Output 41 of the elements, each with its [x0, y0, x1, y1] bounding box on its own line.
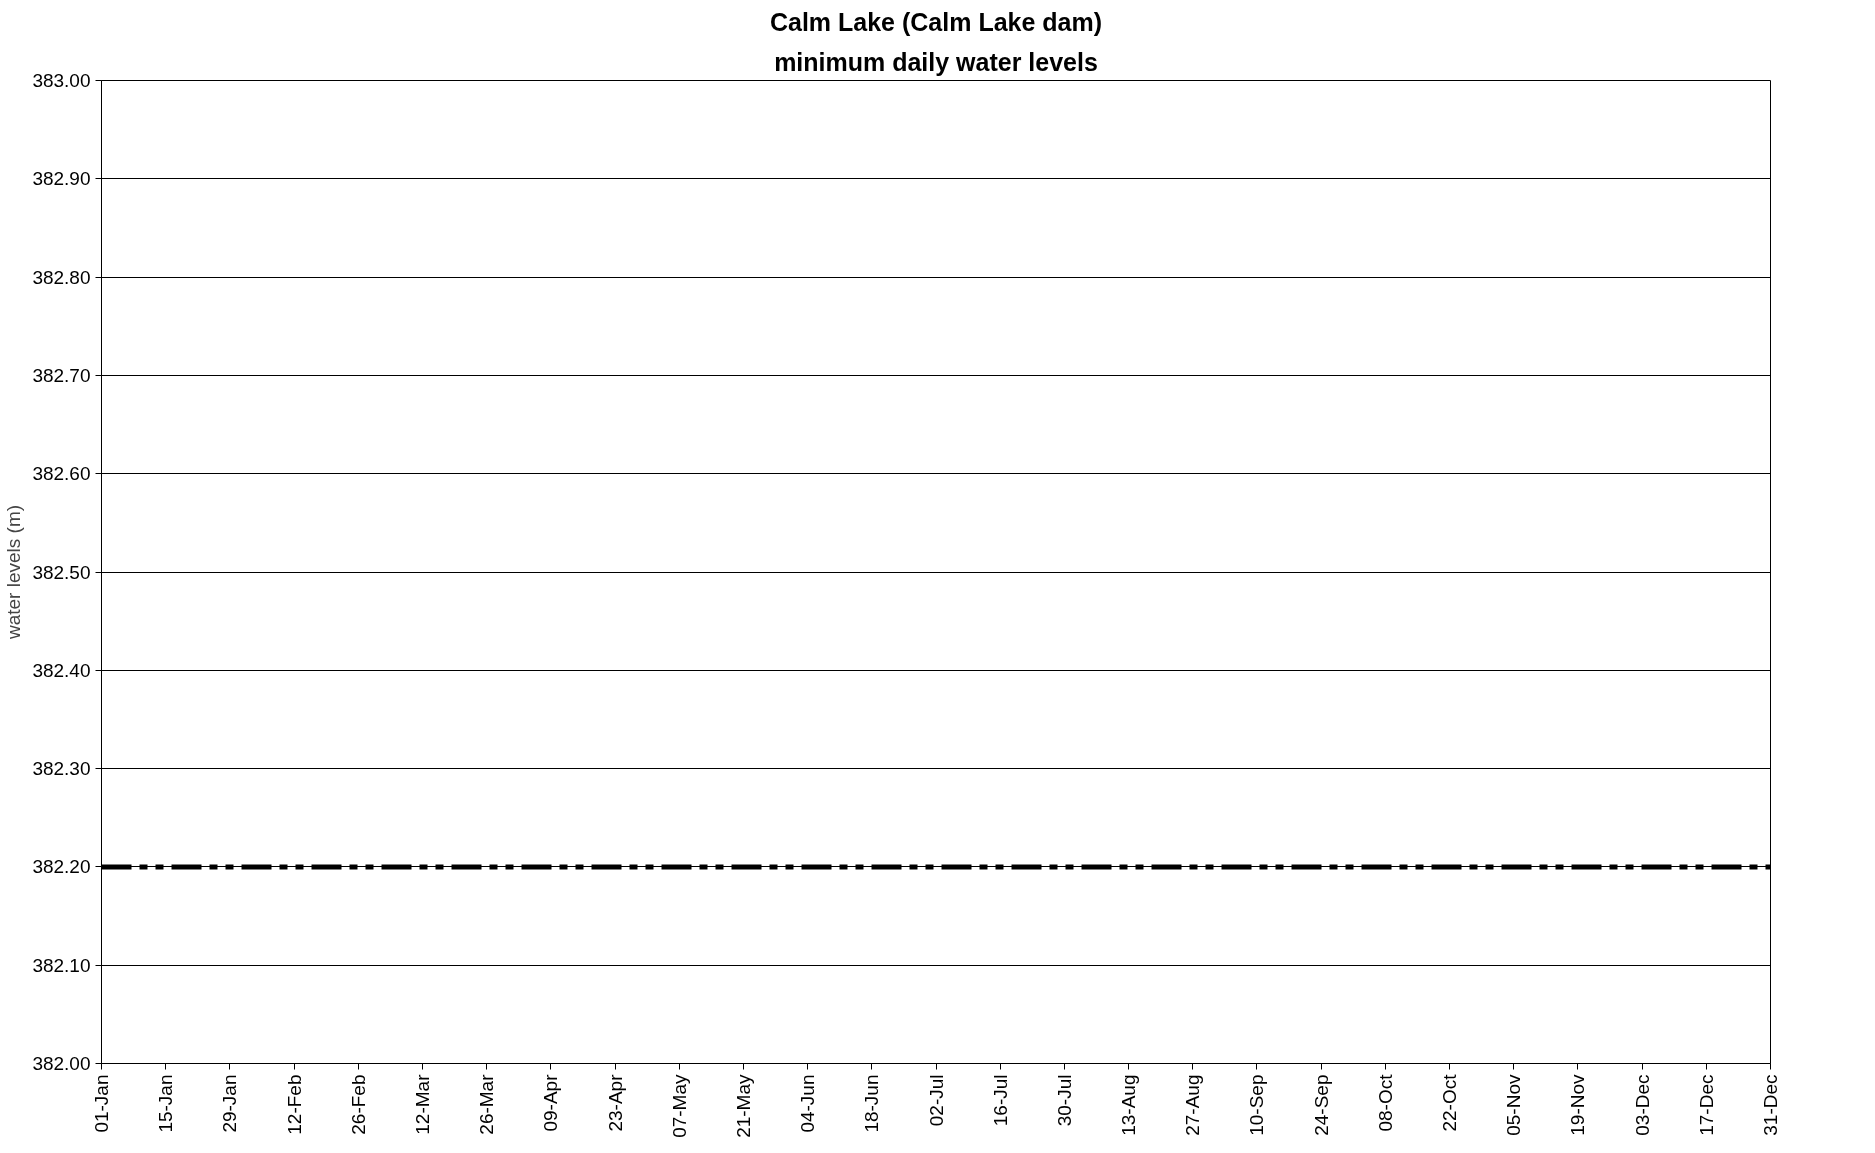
- y-tick-label: 382.30: [32, 758, 91, 780]
- chart-title: Calm Lake (Calm Lake dam): [769, 7, 1103, 36]
- x-tick-label: 12-Mar: [411, 1073, 433, 1135]
- x-tick-label: 30-Jul: [1053, 1074, 1075, 1127]
- x-tick-label: 09-Apr: [540, 1073, 562, 1132]
- y-tick-label: 382.40: [32, 659, 91, 681]
- x-tick-label: 27-Aug: [1182, 1074, 1204, 1136]
- y-tick-label: 382.60: [32, 463, 91, 485]
- y-tick-label: 382.10: [32, 954, 91, 976]
- y-tick-label: 382.70: [32, 364, 91, 386]
- x-tick-label: 08-Oct: [1374, 1073, 1396, 1132]
- x-tick-label: 26-Mar: [476, 1073, 498, 1135]
- x-tick-label: 12-Feb: [283, 1074, 305, 1135]
- x-tick-label: 03-Dec: [1631, 1074, 1653, 1136]
- x-tick-label: 01-Jan: [91, 1074, 112, 1133]
- y-tick-label: 383.00: [32, 70, 91, 91]
- x-tick-label: 22-Oct: [1439, 1073, 1461, 1132]
- x-tick-label: 16-Jul: [989, 1074, 1011, 1127]
- x-tick-label: 02-Jul: [925, 1074, 947, 1127]
- chart-subtitle: minimum daily water levels: [774, 47, 1098, 76]
- x-tick-label: 19-Nov: [1567, 1074, 1589, 1136]
- x-tick-label: 10-Sep: [1246, 1074, 1268, 1136]
- x-tick-label: 24-Sep: [1310, 1074, 1332, 1136]
- y-tick-label: 382.00: [32, 1053, 91, 1074]
- x-tick-label: 31-Dec: [1760, 1074, 1781, 1136]
- y-axis-title: water levels (m): [3, 504, 25, 641]
- x-tick-label: 05-Nov: [1503, 1074, 1525, 1136]
- x-tick-label: 07-May: [668, 1074, 690, 1138]
- y-tick-label: 382.80: [32, 266, 91, 288]
- x-tick-label: 18-Jun: [861, 1074, 883, 1133]
- x-tick-label: 21-May: [732, 1074, 754, 1138]
- y-tick-label: 382.20: [32, 856, 91, 878]
- x-tick-label: 04-Jun: [797, 1074, 819, 1133]
- y-tick-label: 382.50: [32, 561, 91, 583]
- x-tick-label: 29-Jan: [219, 1074, 241, 1133]
- x-tick-label: 26-Feb: [347, 1074, 369, 1135]
- x-tick-label: 15-Jan: [155, 1074, 177, 1133]
- y-tick-label: 382.90: [32, 168, 91, 190]
- x-tick-label: 13-Aug: [1118, 1074, 1140, 1136]
- x-tick-label: 23-Apr: [604, 1073, 626, 1132]
- x-tick-label: 17-Dec: [1695, 1074, 1717, 1136]
